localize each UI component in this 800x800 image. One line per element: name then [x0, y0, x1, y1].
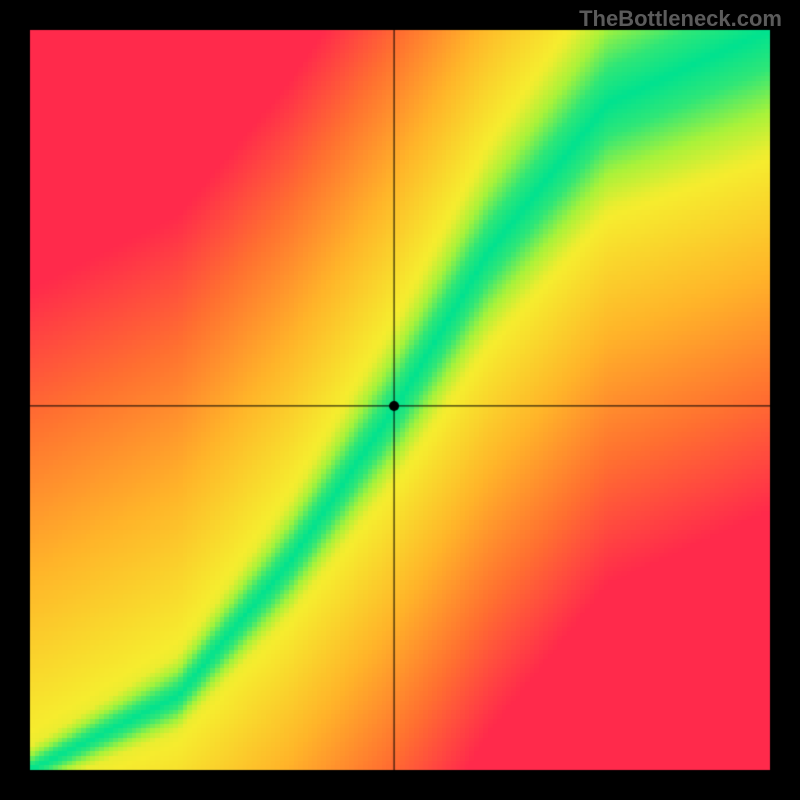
bottleneck-heatmap-container: TheBottleneck.com	[0, 0, 800, 800]
bottleneck-heatmap-canvas	[0, 0, 800, 800]
watermark-label: TheBottleneck.com	[579, 6, 782, 32]
